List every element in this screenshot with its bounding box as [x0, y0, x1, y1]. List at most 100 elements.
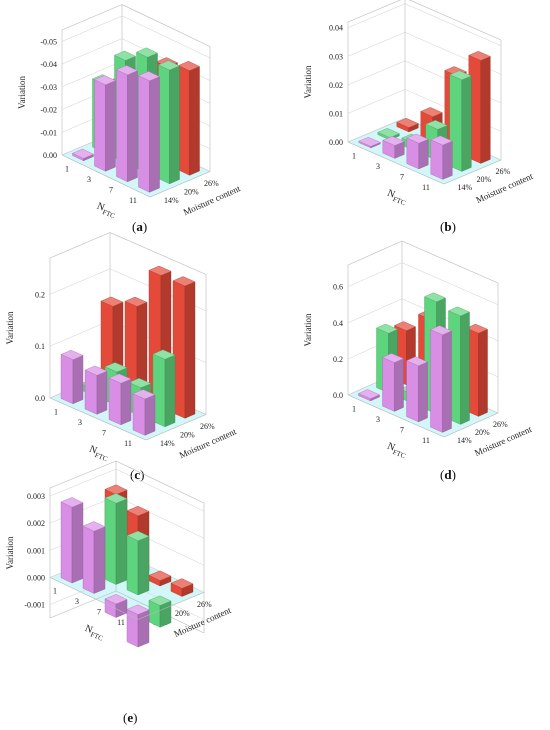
- panel-label-a: a: [136, 219, 143, 234]
- bar-top-face: [126, 505, 150, 517]
- bar-top-face: [104, 594, 128, 605]
- chart-a-frame-line: [149, 171, 211, 198]
- bar-top-face: [60, 349, 84, 360]
- chart-e-frame-line: [49, 460, 117, 489]
- bar-top-face: [116, 65, 138, 76]
- bar-side-face: [418, 361, 428, 423]
- bar-d-3-14pct: [382, 353, 404, 412]
- chart-e-ytick: -0.001: [24, 600, 45, 609]
- chart-b-frame-line: [347, 141, 445, 185]
- chart-b-ytick: 0.02: [329, 81, 343, 90]
- bar-top-face: [396, 118, 419, 128]
- chart-d-xtick: 11: [422, 436, 430, 445]
- bar-top-face: [424, 292, 446, 303]
- chart-c-ztick: 20%: [180, 430, 195, 439]
- panel-tag-e: (e): [123, 710, 138, 725]
- bar-e-1-14pct: [60, 497, 84, 584]
- bar-top-face: [108, 373, 132, 384]
- bar-top-face: [358, 389, 380, 399]
- bar-top-face: [425, 119, 448, 130]
- bar-side-face: [120, 378, 132, 426]
- chart-e-xtick: 11: [117, 618, 125, 627]
- chart-b-gridline: [347, 3, 502, 46]
- chart-e-frame-line: [49, 577, 139, 620]
- chart-c-ztick: 14%: [160, 439, 175, 448]
- bar-a-7-14pct: [116, 65, 138, 183]
- chart-e-frame-line: [137, 592, 205, 620]
- chart-d-gridline: [347, 262, 499, 305]
- chart-c-xlabel: NFTC: [87, 444, 111, 464]
- chart-c-xtick: 1: [54, 407, 58, 416]
- bar-a-3-14pct: [94, 75, 116, 172]
- bar-top-face: [148, 595, 172, 606]
- chart-a-ytick: -0.03: [40, 83, 57, 92]
- bar-top-face: [126, 530, 150, 542]
- bar-top-face: [406, 133, 429, 144]
- bar-side-face: [164, 354, 176, 428]
- chart-d-xtick: 7: [400, 425, 404, 434]
- bar-front-face: [108, 377, 122, 426]
- bar-e-11-14pct: [126, 604, 150, 648]
- chart-a-xtick: 11: [129, 196, 137, 205]
- chart-d-canvas: 0.00.20.40.6Variation13711NFTC14%20%26%M…: [303, 240, 534, 460]
- bar-top-face: [377, 128, 400, 138]
- chart-a-ylabel: Variation: [17, 76, 27, 109]
- bar-top-face: [82, 521, 106, 532]
- chart-a-ztick: 20%: [184, 187, 199, 196]
- panel-label-d: d: [444, 467, 452, 482]
- bar-front-face: [84, 369, 98, 415]
- bar-e-11-20pct: [148, 595, 172, 628]
- chart-d-ytick: 0.4: [333, 319, 343, 328]
- chart-d-xlabel: NFTC: [385, 441, 409, 461]
- chart-d-ztick: 20%: [475, 428, 490, 437]
- chart-d-plot: 0.00.20.40.6Variation13711NFTC14%20%26%M…: [303, 240, 534, 461]
- bar-top-face: [420, 107, 443, 117]
- chart-panel-e: -0.001 0.000 0.001 0.002 0.003 Variation 1 3 7 11…: [0, 460, 275, 730]
- bar-top-face: [406, 356, 428, 367]
- bar-side-face: [442, 330, 452, 433]
- bar-d-7-14pct: [406, 356, 428, 423]
- bar-side-face: [144, 394, 156, 436]
- bar-b-1-26pct: [396, 118, 419, 133]
- bar-side-face: [115, 498, 128, 585]
- bar-top-face: [152, 349, 176, 360]
- bar-top-face: [382, 353, 404, 363]
- chart-e-ytick: 0.002: [27, 519, 45, 528]
- chart-b-ztick: 14%: [458, 183, 473, 192]
- chart-b-frame-line: [443, 159, 502, 185]
- bar-b-3-14pct: [382, 136, 405, 159]
- chart-c-canvas: 0.00.10.2Variation13711NFTC14%20%26%Mois…: [5, 232, 238, 464]
- bar-b-11-20pct: [449, 70, 472, 172]
- chart-d-frame-line: [443, 412, 499, 438]
- bar-front-face: [94, 79, 106, 172]
- chart-e-ztick: 26%: [197, 600, 212, 609]
- bar-side-face: [184, 281, 196, 419]
- bar-side-face: [418, 138, 429, 170]
- bar-top-face: [468, 51, 491, 61]
- chart-b-xtick: 7: [400, 172, 404, 181]
- bar-top-face: [84, 365, 108, 376]
- chart-a-xlabel: NFTC: [95, 201, 119, 221]
- bar-top-face: [100, 296, 124, 307]
- chart-e-ytick: 0.003: [27, 492, 45, 501]
- bar-front-face: [430, 139, 444, 180]
- bar-front-face: [82, 525, 95, 594]
- bar-side-face: [461, 75, 472, 172]
- chart-c-frame-line: [49, 397, 147, 441]
- bar-top-face: [430, 135, 453, 146]
- chart-a-frame-line: [61, 154, 151, 198]
- bar-d-1-14pct: [358, 389, 380, 402]
- chart-d-frame-line: [347, 240, 403, 266]
- bar-e-3-14pct: [82, 521, 106, 594]
- bar-e-7-26pct: [148, 570, 172, 587]
- chart-a-ytick: -0.04: [40, 60, 57, 69]
- bar-e-7-14pct: [104, 594, 128, 618]
- bar-front-face: [132, 393, 146, 436]
- chart-d-ztick: 26%: [493, 420, 508, 429]
- panel-tag-a: (a): [132, 219, 148, 234]
- bar-side-face: [478, 328, 488, 417]
- bar-top-face: [148, 570, 172, 581]
- chart-d-frame-line: [401, 240, 499, 284]
- bar-front-face: [382, 357, 395, 412]
- chart-d-frame-line: [347, 394, 445, 438]
